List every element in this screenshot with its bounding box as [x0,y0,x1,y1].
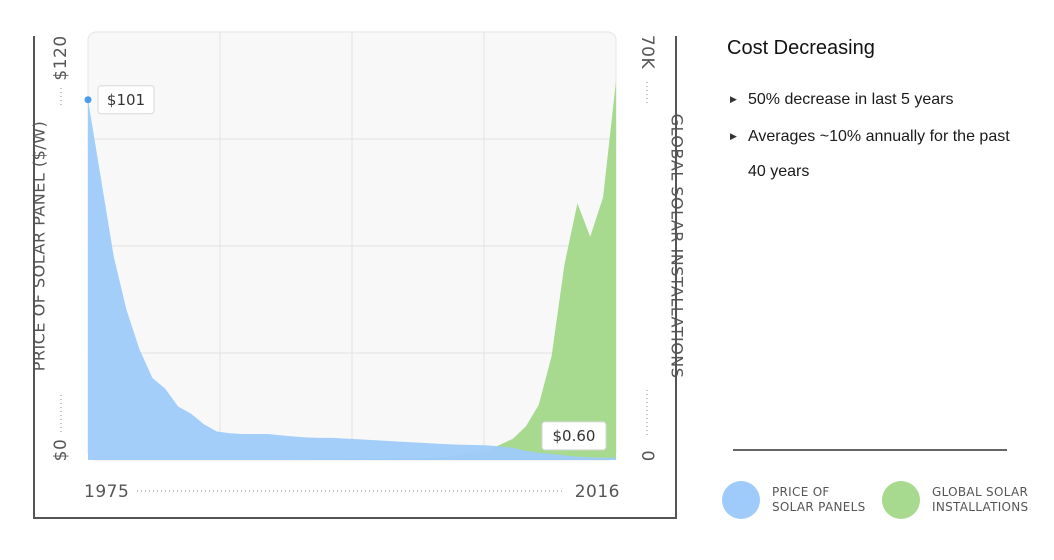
bullet-item: ▶ Averages ~10% annually for the past 40… [730,119,1030,189]
panel-divider [733,449,1007,451]
legend-swatch-installations [882,481,920,519]
end-price-label-box [541,421,607,451]
legend-label-installations: GLOBAL SOLAR INSTALLATIONS [932,485,1029,514]
left-axis-max-label: $120 [51,35,71,80]
bullet-item: ▶ 50% decrease in last 5 years [730,82,1030,117]
legend-label-price: PRICE OF SOLAR PANELS [772,485,866,514]
x-axis-start-label: 1975 [84,482,129,502]
triangle-bullet-icon: ▶ [730,94,737,104]
bullet-text: 50% decrease in last 5 years [748,91,954,108]
data-annotations: $101 $0.60 [84,85,607,451]
grid-lines [88,32,616,460]
right-axis-max-label: 70K [637,35,657,70]
legend-item-price: PRICE OF SOLAR PANELS [722,481,866,519]
price-area [88,99,616,461]
left-axis-min-label: $0 [51,439,71,462]
legend-item-installations: GLOBAL SOLAR INSTALLATIONS [882,481,1028,519]
triangle-bullet-icon: ▶ [730,131,737,141]
legend-swatch-price [722,481,760,519]
bullet-text: Averages ~10% annually for the past 40 y… [748,128,1010,180]
panel-title: Cost Decreasing [727,37,875,59]
x-axis-end-label: 2016 [575,482,620,502]
start-price-label: $101 [107,91,145,109]
bullet-list: ▶ 50% decrease in last 5 years ▶ Average… [730,82,1030,191]
right-axis-min-label: 0 [637,450,657,461]
chart-frame [33,36,677,519]
left-axis-title: PRICE OF SOLAR PANEL ($/W) [30,121,49,371]
right-axis-title: GLOBAL SOLAR INSTALLATIONS [668,114,687,379]
start-price-label-box [97,85,155,115]
end-price-label: $0.60 [553,427,596,445]
start-price-point [84,96,92,104]
